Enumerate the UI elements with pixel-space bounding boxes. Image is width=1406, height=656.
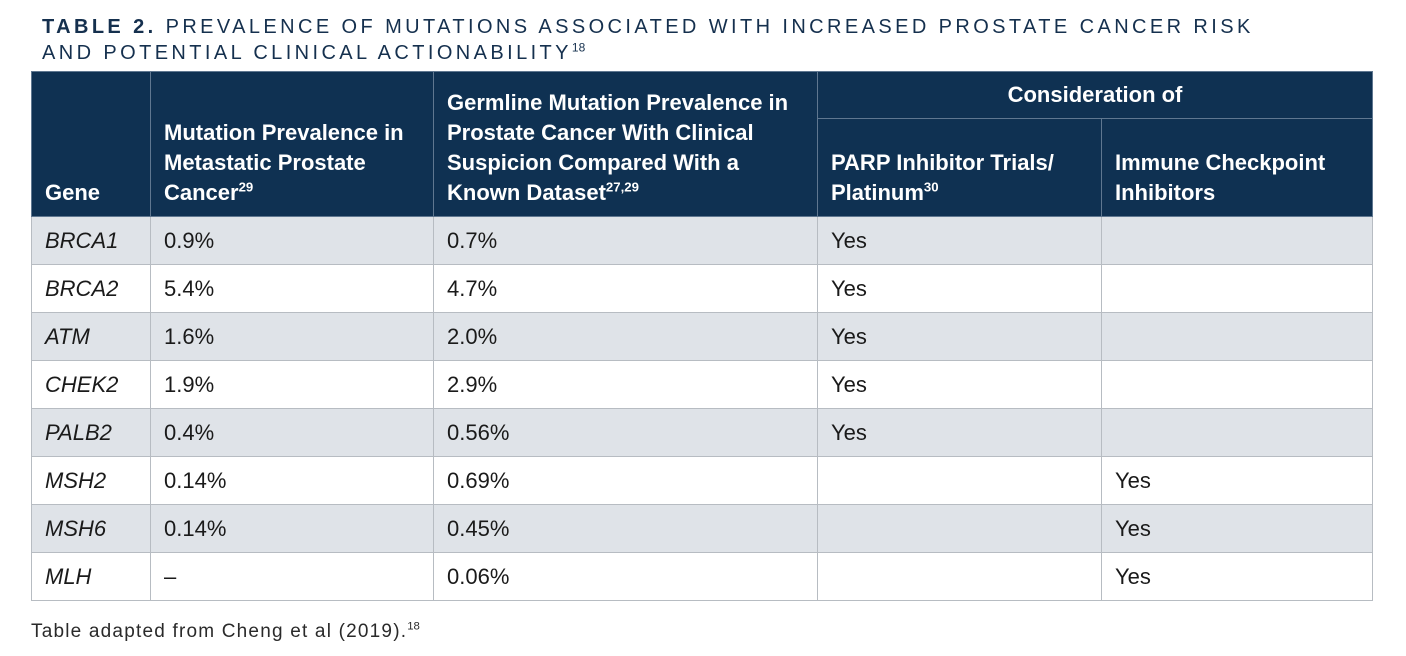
gene-cell: ATM (31, 312, 151, 361)
parp-cell: Yes (817, 360, 1102, 409)
table-number: TABLE 2. (42, 16, 157, 38)
immune-cell (1101, 264, 1373, 313)
table-row: BRCA2 5.4% 4.7% Yes (31, 264, 1373, 313)
table-row: MSH2 0.14% 0.69% Yes (31, 456, 1373, 505)
header-metastatic-prevalence: Mutation Prevalence in Metastatic Prosta… (150, 71, 434, 217)
caption-ref: 18 (407, 620, 420, 633)
table-title: TABLE 2. PREVALENCE OF MUTATIONS ASSOCIA… (42, 14, 1254, 66)
header-parp-inhibitor: PARP Inhibitor Trials/ Platinum30 (817, 118, 1102, 217)
table-row: BRCA1 0.9% 0.7% Yes (31, 216, 1373, 265)
caption-text: Table adapted from Cheng et al (2019). (31, 621, 408, 642)
header-germline-prevalence: Germline Mutation Prevalence in Prostate… (433, 71, 818, 217)
germline-cell: 0.69% (433, 456, 818, 505)
header-gene: Gene (31, 71, 151, 217)
metastatic-cell: 0.14% (150, 456, 434, 505)
parp-cell (817, 504, 1102, 553)
parp-cell (817, 456, 1102, 505)
title-ref: 18 (571, 40, 586, 55)
metastatic-cell: 0.4% (150, 408, 434, 457)
immune-cell (1101, 216, 1373, 265)
germline-cell: 2.0% (433, 312, 818, 361)
germline-cell: 0.56% (433, 408, 818, 457)
parp-cell (817, 552, 1102, 601)
table-row: PALB2 0.4% 0.56% Yes (31, 408, 1373, 457)
metastatic-cell: 0.14% (150, 504, 434, 553)
title-line-1: PREVALENCE OF MUTATIONS ASSOCIATED WITH … (165, 16, 1254, 38)
germline-cell: 4.7% (433, 264, 818, 313)
metastatic-cell: 0.9% (150, 216, 434, 265)
germline-cell: 0.06% (433, 552, 818, 601)
immune-cell: Yes (1101, 552, 1373, 601)
germline-cell: 0.7% (433, 216, 818, 265)
gene-cell: MSH2 (31, 456, 151, 505)
gene-cell: MLH (31, 552, 151, 601)
table-row: MLH – 0.06% Yes (31, 552, 1373, 601)
metastatic-cell: 1.6% (150, 312, 434, 361)
metastatic-cell: 1.9% (150, 360, 434, 409)
germline-cell: 0.45% (433, 504, 818, 553)
germline-cell: 2.9% (433, 360, 818, 409)
metastatic-cell: – (150, 552, 434, 601)
immune-cell (1101, 312, 1373, 361)
metastatic-cell: 5.4% (150, 264, 434, 313)
title-line-2: AND POTENTIAL CLINICAL ACTIONABILITY (42, 42, 572, 64)
immune-cell: Yes (1101, 504, 1373, 553)
parp-cell: Yes (817, 408, 1102, 457)
gene-cell: BRCA1 (31, 216, 151, 265)
header-consideration-of: Consideration of (817, 71, 1373, 119)
header-immune-checkpoint: Immune Checkpoint Inhibitors (1101, 118, 1373, 217)
table-row: CHEK2 1.9% 2.9% Yes (31, 360, 1373, 409)
gene-cell: PALB2 (31, 408, 151, 457)
immune-cell (1101, 408, 1373, 457)
gene-cell: CHEK2 (31, 360, 151, 409)
parp-cell: Yes (817, 216, 1102, 265)
parp-cell: Yes (817, 312, 1102, 361)
parp-cell: Yes (817, 264, 1102, 313)
immune-cell (1101, 360, 1373, 409)
gene-cell: MSH6 (31, 504, 151, 553)
table-row: MSH6 0.14% 0.45% Yes (31, 504, 1373, 553)
table-row: ATM 1.6% 2.0% Yes (31, 312, 1373, 361)
gene-cell: BRCA2 (31, 264, 151, 313)
mutation-prevalence-table: Gene Mutation Prevalence in Metastatic P… (31, 71, 1373, 601)
table-caption: Table adapted from Cheng et al (2019).18 (31, 621, 420, 643)
immune-cell: Yes (1101, 456, 1373, 505)
